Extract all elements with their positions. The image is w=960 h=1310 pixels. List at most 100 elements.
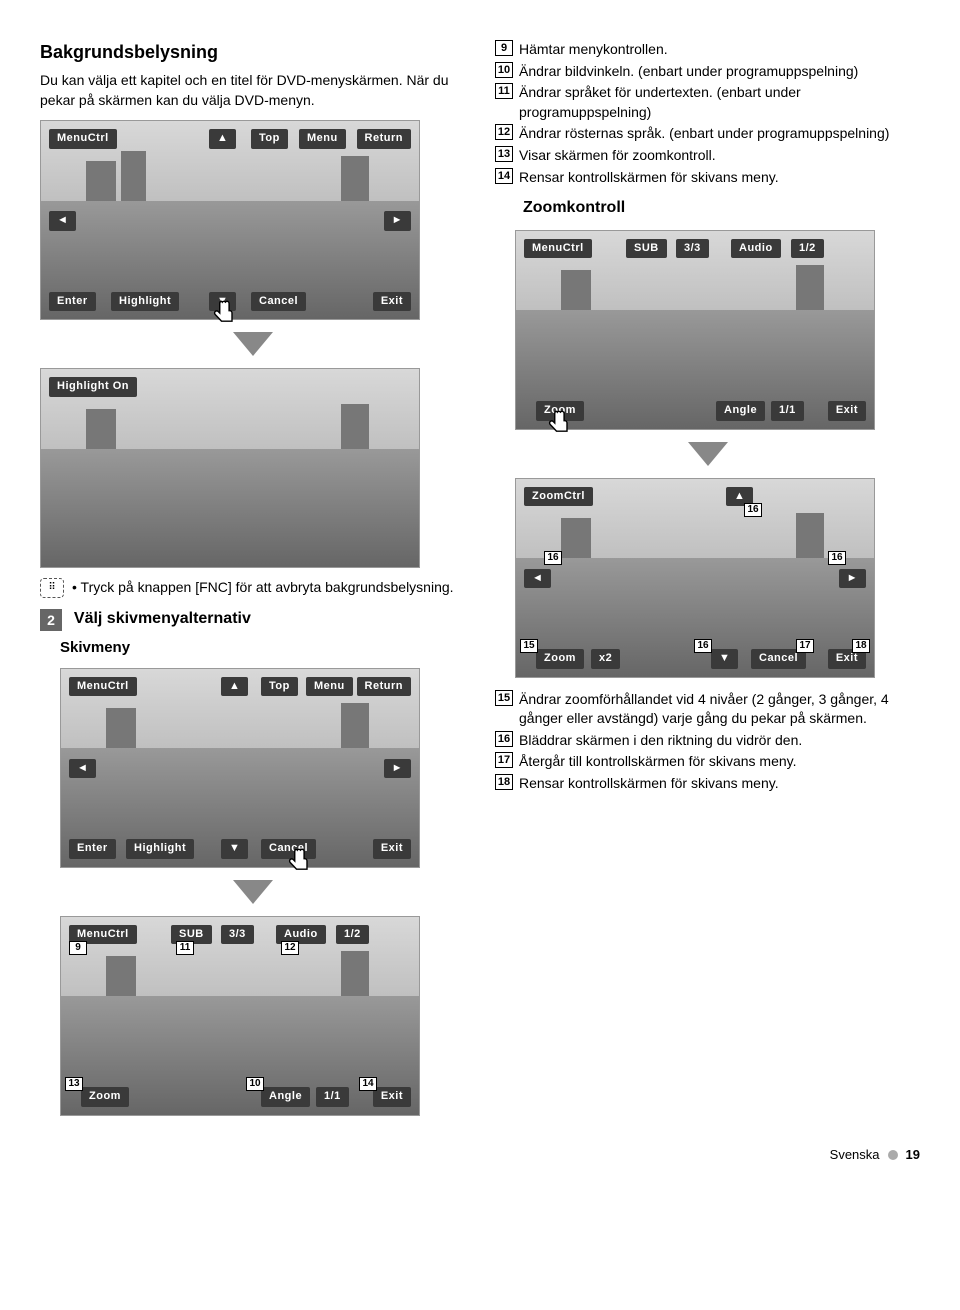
zoom-button[interactable]: Zoom — [81, 1087, 129, 1106]
left-button[interactable]: ◄ — [49, 211, 76, 230]
zoom-button[interactable]: Zoom — [536, 649, 584, 668]
right-button[interactable]: ► — [839, 569, 866, 588]
angle-value: 1/1 — [771, 401, 804, 420]
right-column: 9 Hämtar menykontrollen. 10 Ändrar bildvin… — [495, 40, 920, 1126]
callout-9: 9 — [69, 941, 87, 955]
item-num: 12 — [495, 124, 513, 140]
item-text: Rensar kontrollskärmen för skivans meny. — [519, 774, 920, 794]
angle-button[interactable]: Angle — [716, 401, 765, 420]
item-num: 9 — [495, 40, 513, 56]
screenshot-sub-audio: MenuCtrl SUB 3/3 Audio 1/2 Zoom Angle 1/… — [60, 916, 420, 1116]
callout-16: 16 — [544, 551, 562, 565]
exit-button[interactable]: Exit — [373, 1087, 411, 1106]
zoom-value: x2 — [591, 649, 620, 668]
bg-intro: Du kan välja ett kapitel och en titel fö… — [40, 71, 465, 110]
note-row: ⠿ • Tryck på knappen [FNC] för att avbry… — [40, 578, 465, 598]
item-text: Hämtar menykontrollen. — [519, 40, 920, 60]
right-button[interactable]: ► — [384, 211, 411, 230]
step-2-number: 2 — [40, 609, 62, 631]
hand-icon — [286, 847, 314, 875]
angle-value: 1/1 — [316, 1087, 349, 1106]
item-text: Ändrar bildvinkeln. (enbart under progra… — [519, 62, 920, 82]
callout-16: 16 — [744, 503, 762, 517]
callout-13: 13 — [65, 1077, 83, 1091]
item-num: 10 — [495, 62, 513, 78]
callout-12: 12 — [281, 941, 299, 955]
menuctrl-button[interactable]: MenuCtrl — [524, 239, 592, 258]
down-button[interactable]: ▼ — [221, 839, 248, 858]
arrow-down-icon — [233, 880, 273, 904]
screenshot-menuctrl-1: MenuCtrl ▲ Top Menu Return ◄ ► Enter Hig… — [40, 120, 420, 320]
highlight-on-button[interactable]: Highlight On — [49, 377, 137, 396]
desc-list-2: 15 Ändrar zoomförhållandet vid 4 nivåer (… — [495, 690, 920, 794]
hand-icon — [546, 409, 574, 437]
highlight-button[interactable]: Highlight — [126, 839, 194, 858]
callout-16: 16 — [694, 639, 712, 653]
angle-button[interactable]: Angle — [261, 1087, 310, 1106]
cancel-button[interactable]: Cancel — [251, 292, 306, 311]
screenshot-highlight-on: Highlight On — [40, 368, 420, 568]
left-column: Bakgrundsbelysning Du kan välja ett kapi… — [40, 40, 465, 1126]
zoomctrl-button[interactable]: ZoomCtrl — [524, 487, 593, 506]
top-button[interactable]: Top — [251, 129, 288, 148]
callout-17: 17 — [796, 639, 814, 653]
footer-lang: Svenska — [830, 1146, 880, 1164]
callout-11: 11 — [176, 941, 194, 955]
exit-button[interactable]: Exit — [373, 839, 411, 858]
callout-18: 18 — [852, 639, 870, 653]
audio-value: 1/2 — [336, 925, 369, 944]
menu-button[interactable]: Menu — [299, 129, 346, 148]
callout-14: 14 — [359, 1077, 377, 1091]
down-button[interactable]: ▼ — [711, 649, 738, 668]
menu-button[interactable]: Menu — [306, 677, 353, 696]
arrow-down-icon — [233, 332, 273, 356]
skivmeny-heading: Skivmeny — [60, 637, 465, 658]
item-text: Bläddrar skärmen i den riktning du vidrö… — [519, 731, 920, 751]
audio-value: 1/2 — [791, 239, 824, 258]
bg-heading: Bakgrundsbelysning — [40, 40, 465, 65]
menuctrl-button[interactable]: MenuCtrl — [69, 677, 137, 696]
page-footer: Svenska 19 — [40, 1146, 920, 1164]
exit-button[interactable]: Exit — [828, 401, 866, 420]
arrow-down-icon — [688, 442, 728, 466]
item-num: 13 — [495, 146, 513, 162]
footer-dot-icon — [888, 1150, 898, 1160]
item-num: 18 — [495, 774, 513, 790]
top-button[interactable]: Top — [261, 677, 298, 696]
item-text: Ändrar rösternas språk. (enbart under pr… — [519, 124, 920, 144]
sub-button[interactable]: SUB — [626, 239, 667, 258]
enter-button[interactable]: Enter — [49, 292, 96, 311]
item-num: 15 — [495, 690, 513, 706]
left-button[interactable]: ◄ — [69, 759, 96, 778]
callout-15: 15 — [520, 639, 538, 653]
exit-button[interactable]: Exit — [373, 292, 411, 311]
highlight-button[interactable]: Highlight — [111, 292, 179, 311]
screenshot-zoomctrl: ZoomCtrl ▲ ◄ ► Zoom x2 ▼ Cancel Exit 16 … — [515, 478, 875, 678]
item-num: 16 — [495, 731, 513, 747]
item-text: Ändrar zoomförhållandet vid 4 nivåer (2 … — [519, 690, 920, 729]
return-button[interactable]: Return — [357, 129, 411, 148]
item-num: 17 — [495, 752, 513, 768]
left-button[interactable]: ◄ — [524, 569, 551, 588]
zoom-heading: Zoomkontroll — [495, 197, 920, 219]
sub-value: 3/3 — [221, 925, 254, 944]
note-text: • Tryck på knappen [FNC] för att avbryta… — [72, 578, 454, 598]
note-icon: ⠿ — [40, 578, 64, 598]
item-num: 14 — [495, 168, 513, 184]
item-num: 11 — [495, 83, 513, 99]
item-text: Rensar kontrollskärmen för skivans meny. — [519, 168, 920, 188]
enter-button[interactable]: Enter — [69, 839, 116, 858]
menuctrl-button[interactable]: MenuCtrl — [49, 129, 117, 148]
audio-button[interactable]: Audio — [731, 239, 781, 258]
desc-list-1: 9 Hämtar menykontrollen. 10 Ändrar bildvin… — [495, 40, 920, 187]
screenshot-skivmeny: MenuCtrl ▲ Top Menu Return ◄ ► Enter Hig… — [60, 668, 420, 868]
item-text: Ändrar språket för undertexten. (enbart … — [519, 83, 920, 122]
up-button[interactable]: ▲ — [221, 677, 248, 696]
item-text: Återgår till kontrollskärmen för skivans… — [519, 752, 920, 772]
sub-value: 3/3 — [676, 239, 709, 258]
item-text: Visar skärmen för zoomkontroll. — [519, 146, 920, 166]
return-button[interactable]: Return — [357, 677, 411, 696]
up-button[interactable]: ▲ — [209, 129, 236, 148]
right-button[interactable]: ► — [384, 759, 411, 778]
footer-page: 19 — [906, 1146, 920, 1164]
